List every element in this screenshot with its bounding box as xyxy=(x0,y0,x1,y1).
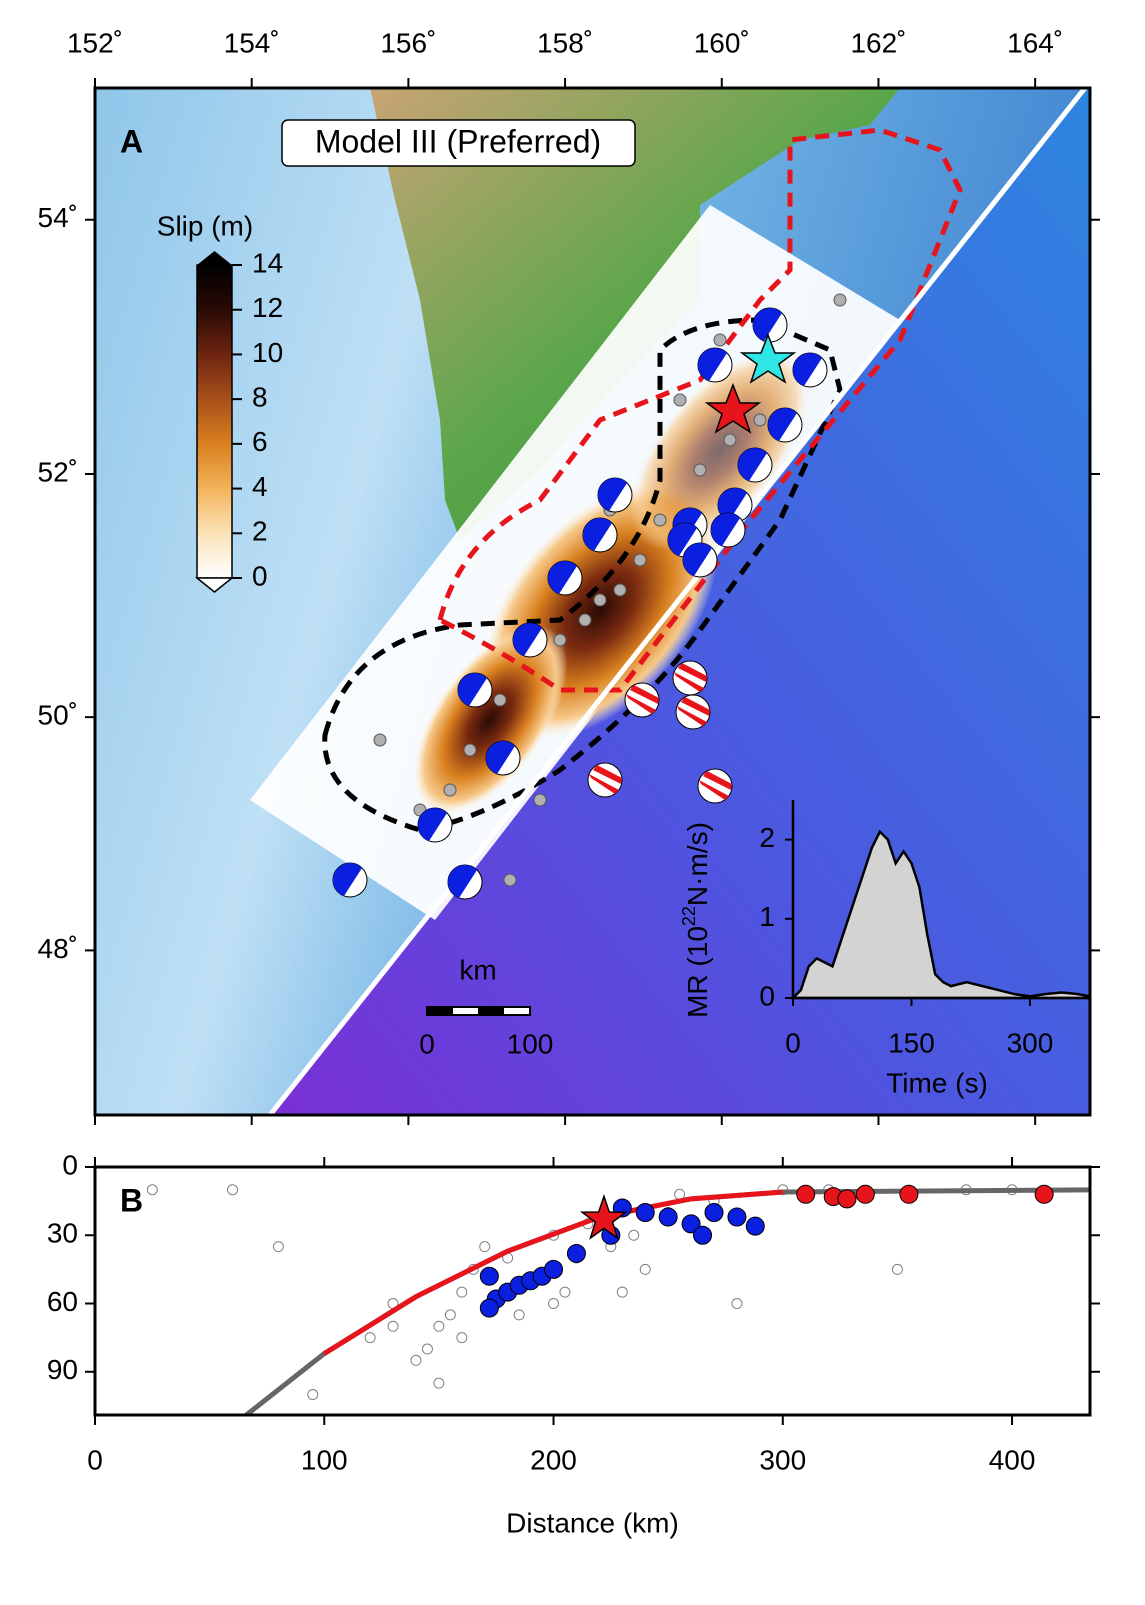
hypocenter xyxy=(579,1193,629,1240)
x-tick-label: 100 xyxy=(301,1444,348,1475)
panel-label: B xyxy=(120,1182,143,1218)
event-point xyxy=(364,1332,376,1344)
event-point xyxy=(635,1203,655,1223)
event-point xyxy=(628,1229,640,1241)
event-point xyxy=(456,1286,468,1298)
colorbar xyxy=(196,264,233,579)
y-tick-label: 90 xyxy=(47,1354,78,1385)
map-background xyxy=(95,88,1090,1115)
scale-label: 0 xyxy=(419,1028,435,1059)
x-tick-label: 0 xyxy=(785,1027,801,1058)
area xyxy=(789,829,1092,1000)
event-point xyxy=(544,1259,564,1279)
superscript: 22 xyxy=(679,906,699,926)
y-tick-label: 0 xyxy=(62,1149,78,1180)
colorbar-tick-label: 10 xyxy=(252,337,283,368)
event-point xyxy=(433,1377,445,1389)
x-tick-label: 300 xyxy=(759,1444,806,1475)
event-point xyxy=(272,1241,284,1253)
event-point xyxy=(616,1286,628,1298)
profile-frame xyxy=(93,1165,1092,1417)
panel-label: A xyxy=(120,123,143,159)
event-point xyxy=(559,1286,571,1298)
lon-tick-label: 156˚ xyxy=(380,27,436,58)
profile-background xyxy=(95,1167,1090,1415)
lat-tick-label: 54˚ xyxy=(38,202,78,233)
event-point xyxy=(658,1207,678,1227)
title-box xyxy=(281,119,636,167)
slab-line xyxy=(322,1189,783,1356)
lon-tick-label: 158˚ xyxy=(537,27,593,58)
event-point xyxy=(693,1225,713,1245)
scale-unit: km xyxy=(459,954,496,985)
event-point xyxy=(731,1298,743,1310)
colorbar-title: Slip (m) xyxy=(157,210,253,241)
event-point xyxy=(796,1184,816,1204)
event-point xyxy=(421,1343,433,1355)
event-point xyxy=(456,1332,468,1344)
event-point xyxy=(479,1298,499,1318)
scale-label: 100 xyxy=(507,1028,554,1059)
event-point xyxy=(548,1298,560,1310)
event-point xyxy=(891,1263,903,1275)
event-point xyxy=(837,1189,857,1209)
lon-tick-label: 154˚ xyxy=(224,27,280,58)
colorbar-tick-label: 0 xyxy=(252,560,268,591)
event-point xyxy=(387,1320,399,1332)
event-point xyxy=(745,1216,765,1236)
event-point xyxy=(227,1184,239,1196)
colorbar-tick-label: 6 xyxy=(252,426,268,457)
label-part: MR (10 xyxy=(682,926,713,1018)
profile-plot xyxy=(146,1184,1090,1415)
map-frame xyxy=(93,86,1092,1117)
x-tick-label: 200 xyxy=(530,1444,577,1475)
event-point xyxy=(146,1184,158,1196)
event-point xyxy=(479,1266,499,1286)
y-tick-label: 0 xyxy=(759,980,775,1011)
label-part: N·m/s) xyxy=(682,822,713,906)
x-tick-label: 300 xyxy=(1007,1027,1054,1058)
y-tick-label: 1 xyxy=(759,901,775,932)
lon-tick-label: 164˚ xyxy=(1007,27,1063,58)
lat-tick-label: 48˚ xyxy=(38,933,78,964)
event-point xyxy=(681,1214,701,1234)
colorbar-tick-label: 12 xyxy=(252,292,283,323)
y-tick-label: 2 xyxy=(759,822,775,853)
colorbar-tick-label: 8 xyxy=(252,382,268,413)
event-point xyxy=(444,1309,456,1321)
colorbar-tick-label: 2 xyxy=(252,516,268,547)
lon-tick-label: 162˚ xyxy=(850,27,906,58)
y-tick-label: 60 xyxy=(47,1286,78,1317)
lon-tick-label: 152˚ xyxy=(67,27,123,58)
scale-bar xyxy=(426,1006,531,1016)
y-tick-label: 30 xyxy=(47,1218,78,1249)
event-point xyxy=(704,1203,724,1223)
event-point xyxy=(1034,1184,1054,1204)
x-axis-label: Time (s) xyxy=(886,1067,988,1098)
event-point xyxy=(639,1263,651,1275)
x-tick-label: 150 xyxy=(888,1027,935,1058)
colorbar-tick-label: 4 xyxy=(252,471,268,502)
x-axis-label: Distance (km) xyxy=(506,1507,679,1538)
x-tick-label: 0 xyxy=(87,1444,103,1475)
x-tick-label: 400 xyxy=(989,1444,1036,1475)
lat-tick-label: 52˚ xyxy=(38,456,78,487)
event-point xyxy=(899,1184,919,1204)
colorbar-arrow xyxy=(197,251,232,265)
event-point xyxy=(566,1243,586,1263)
lat-tick-label: 50˚ xyxy=(38,700,78,731)
event-point xyxy=(433,1320,445,1332)
event-point xyxy=(855,1184,875,1204)
y-axis-label: MR (1022N·m/s) xyxy=(679,822,714,1018)
colorbar-tick-label: 14 xyxy=(252,247,283,278)
colorbar-arrow xyxy=(194,577,235,593)
event-point xyxy=(479,1241,491,1253)
event-point xyxy=(727,1207,747,1227)
lon-tick-label: 160˚ xyxy=(694,27,750,58)
event-point xyxy=(307,1389,319,1401)
map-title: Model III (Preferred) xyxy=(315,123,601,159)
event-point xyxy=(410,1354,422,1366)
event-point xyxy=(513,1309,525,1321)
